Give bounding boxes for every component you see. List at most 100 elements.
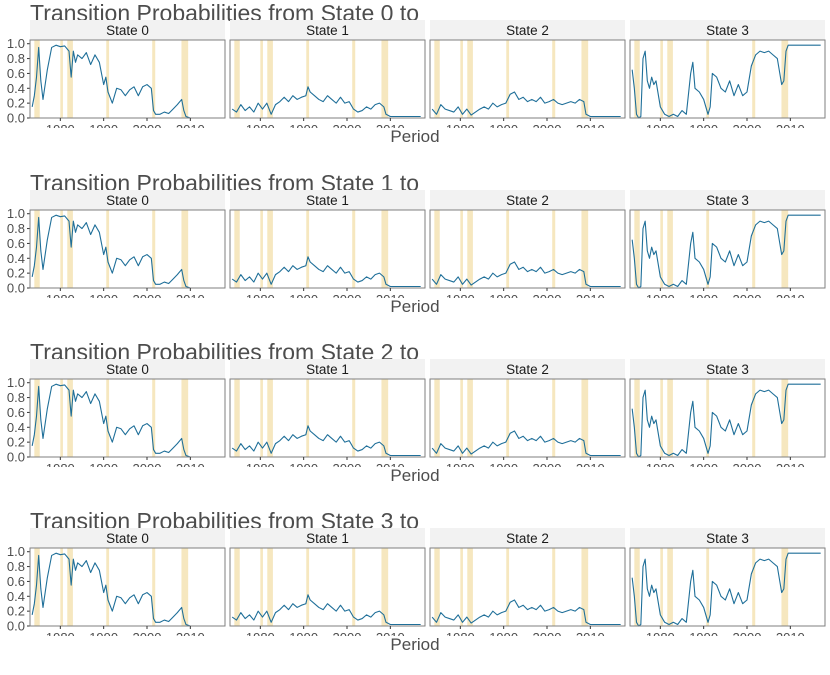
recession-band (434, 40, 440, 118)
recession-band (781, 548, 789, 626)
row-panels: 0.00.20.40.60.81.0 State 0 1980 1990 2000 201… (7, 190, 826, 298)
panel-border (429, 378, 626, 458)
series-line (431, 261, 621, 288)
recession-band (352, 40, 356, 118)
recession-band (181, 210, 189, 288)
x-tick-label: 2000 (733, 461, 762, 467)
x-tick-label: 2010 (776, 122, 805, 128)
recession-band (467, 379, 473, 457)
recession-band (706, 548, 710, 626)
x-tick-label: 1990 (689, 461, 718, 467)
x-tick-label: 1980 (646, 461, 675, 467)
facet-strip (30, 20, 225, 40)
y-tick-label: 0.6 (7, 236, 25, 251)
recession-band (152, 40, 156, 118)
recession-band (34, 40, 40, 118)
panel-border (29, 378, 226, 458)
row-panels: 0.00.20.40.60.81.0 State 0 1980 1990 2000 201… (7, 528, 826, 636)
panel-border (229, 39, 426, 119)
panel-2-2: State 2 1980 1990 2000 2010 (429, 359, 626, 467)
x-tick-label: 1990 (489, 292, 518, 298)
facet-strip-label: State 2 (506, 531, 549, 546)
recession-band (752, 40, 756, 118)
x-tick-label: 1990 (89, 122, 118, 128)
panel-border (29, 39, 226, 119)
facet-row-2: Transition Probabilities from State 2 to… (0, 339, 830, 499)
x-tick-label: 2000 (733, 122, 762, 128)
x-tick-label: 2000 (133, 461, 162, 467)
facet-strip (630, 528, 825, 548)
recession-band (781, 210, 789, 288)
x-tick-label: 1980 (246, 122, 275, 128)
y-tick-label: 0.2 (7, 435, 25, 450)
panel-1-0: State 0 1980 1990 2000 2010 (29, 190, 226, 298)
facet-strip-label: State 0 (106, 23, 149, 38)
series-line (31, 44, 221, 119)
series-line (631, 44, 821, 119)
recession-band (660, 40, 663, 118)
recession-band (306, 379, 310, 457)
y-tick-label: 0.4 (7, 81, 25, 96)
x-tick-label: 2010 (176, 122, 205, 128)
panel-border (229, 209, 426, 289)
x-tick-label: 2000 (733, 630, 762, 636)
x-tick-label: 2010 (376, 292, 405, 298)
recession-band (660, 548, 663, 626)
recession-band (60, 40, 63, 118)
x-tick-label: 2010 (176, 630, 205, 636)
recession-band (60, 379, 63, 457)
recession-band (260, 40, 263, 118)
facet-strip (30, 190, 225, 210)
panel-border (629, 378, 826, 458)
facet-strip-label: State 2 (506, 362, 549, 377)
panel-0-1: State 1 1980 1990 2000 2010 (229, 20, 426, 128)
recession-band (234, 379, 240, 457)
x-tick-label: 1990 (289, 630, 318, 636)
recession-band (467, 40, 473, 118)
x-tick-label: 2000 (533, 122, 562, 128)
recession-band (460, 548, 463, 626)
recession-band (460, 210, 463, 288)
recession-band (434, 379, 440, 457)
x-tick-label: 1990 (289, 292, 318, 298)
recession-band (181, 40, 189, 118)
facet-strip-label: State 3 (706, 23, 749, 38)
y-tick-label: 0.4 (7, 251, 25, 266)
recession-band (152, 548, 156, 626)
y-tick-label: 0.4 (7, 420, 25, 435)
series-line (31, 214, 221, 289)
recession-band (181, 548, 189, 626)
x-tick-label: 1990 (89, 461, 118, 467)
recession-band (460, 40, 463, 118)
x-tick-label: 2000 (733, 292, 762, 298)
facet-strip-label: State 1 (306, 362, 349, 377)
x-tick-label: 1990 (489, 122, 518, 128)
facet-strip-label: State 1 (306, 531, 349, 546)
panel-1-1: State 1 1980 1990 2000 2010 (229, 190, 426, 298)
x-tick-label: 2010 (776, 292, 805, 298)
x-tick-label: 2000 (133, 292, 162, 298)
x-tick-label: 2010 (576, 630, 605, 636)
recession-band (352, 548, 356, 626)
y-tick-label: 1.0 (7, 544, 25, 559)
recession-band (634, 40, 640, 118)
recession-band (781, 379, 789, 457)
x-tick-label: 1990 (89, 292, 118, 298)
x-tick-label: 1980 (46, 122, 75, 128)
recession-band (106, 548, 110, 626)
y-tick-label: 1.0 (7, 36, 25, 51)
x-tick-label: 2010 (576, 461, 605, 467)
x-tick-label: 2000 (333, 122, 362, 128)
recession-band (106, 379, 110, 457)
x-tick-label: 1980 (46, 461, 75, 467)
recession-band (106, 40, 110, 118)
facet-strip-label: State 1 (306, 23, 349, 38)
y-tick-label: 0.6 (7, 405, 25, 420)
panel-0-3: State 3 1980 1990 2000 2010 (629, 20, 826, 128)
x-tick-label: 2000 (133, 630, 162, 636)
x-tick-label: 1990 (489, 461, 518, 467)
x-tick-label: 1990 (689, 122, 718, 128)
y-tick-label: 0.0 (7, 111, 25, 126)
recession-band (67, 379, 73, 457)
panel-border (629, 547, 826, 627)
